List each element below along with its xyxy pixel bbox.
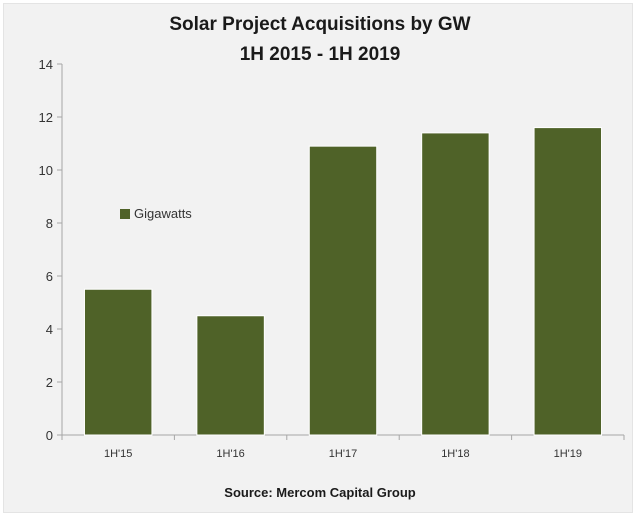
chart-title: Solar Project Acquisitions by GW (169, 14, 471, 35)
y-tick-label: 10 (39, 163, 53, 178)
bar-1H16 (196, 315, 265, 436)
y-tick-label: 2 (46, 375, 53, 390)
source-note: Source: Mercom Capital Group (224, 485, 416, 500)
y-tick-label: 8 (46, 216, 53, 231)
x-axis: 1H'15 1H'16 1H'17 1H'18 1H'19 (61, 434, 625, 460)
chart-subtitle: 1H 2015 - 1H 2019 (239, 44, 401, 65)
bar-1H18 (421, 132, 490, 436)
x-tick-label: 1H'16 (216, 448, 244, 460)
legend-label: Gigawatts (134, 206, 192, 221)
y-tick-label: 12 (39, 110, 53, 125)
x-tick-label: 1H'18 (441, 448, 469, 460)
y-tick-label: 6 (46, 269, 53, 284)
bars (83, 127, 603, 436)
bar-1H15 (83, 288, 153, 436)
x-tick-label: 1H'15 (104, 448, 132, 460)
y-tick-label: 0 (46, 428, 53, 443)
legend: Gigawatts (120, 206, 192, 221)
y-tick-label: 4 (46, 322, 53, 337)
bar-1H19 (533, 127, 603, 436)
bar-1H17 (308, 145, 378, 436)
y-tick-label: 14 (39, 57, 53, 72)
x-tick-label: 1H'19 (554, 448, 582, 460)
y-axis: 0 2 4 6 8 10 12 14 (39, 57, 63, 443)
legend-swatch (120, 208, 130, 219)
x-tick-label: 1H'17 (329, 448, 357, 460)
